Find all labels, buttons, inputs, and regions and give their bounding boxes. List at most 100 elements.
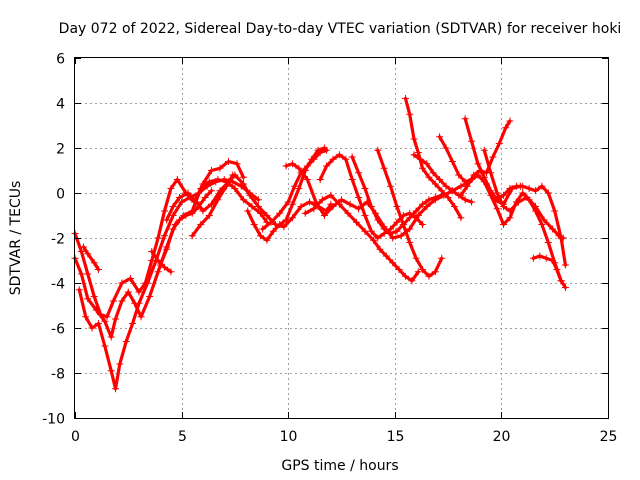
data-point: [154, 257, 162, 264]
data-point: [118, 279, 126, 287]
data-point: [376, 245, 384, 253]
data-point: [197, 221, 205, 228]
data-point: [327, 191, 335, 199]
series-trace: [303, 193, 420, 283]
data-point: [438, 187, 446, 195]
data-point: [506, 117, 514, 125]
x-tick-label: 5: [178, 429, 187, 445]
x-tick-label: 25: [600, 429, 618, 445]
data-point: [295, 185, 303, 192]
data-point: [195, 189, 203, 197]
data-point: [416, 155, 424, 163]
data-point: [519, 182, 527, 190]
data-point: [561, 284, 569, 291]
data-point: [135, 288, 143, 296]
data-point: [126, 275, 134, 282]
data-point: [438, 254, 446, 262]
data-point: [506, 185, 514, 192]
data-point: [431, 268, 439, 276]
data-point: [532, 187, 540, 195]
data-point: [169, 212, 177, 219]
data-point: [107, 333, 115, 341]
data-point: [425, 272, 433, 280]
data-point: [457, 182, 465, 190]
data-point: [122, 338, 130, 345]
data-point: [175, 216, 183, 224]
data-point: [455, 171, 463, 179]
series-arc-1: [71, 158, 247, 321]
data-point: [263, 236, 271, 244]
data-point: [75, 286, 83, 294]
data-point: [310, 155, 318, 163]
data-point: [393, 218, 401, 226]
data-point: [410, 135, 418, 143]
data-point: [256, 232, 264, 240]
data-point: [393, 227, 401, 235]
data-point: [288, 160, 296, 168]
y-tick-label: -10: [42, 412, 65, 428]
data-point: [344, 209, 352, 217]
data-point: [506, 207, 514, 215]
series-arc-22: [148, 248, 175, 276]
data-point: [361, 227, 369, 235]
data-point: [280, 223, 288, 231]
data-point: [154, 268, 162, 276]
data-point: [355, 194, 363, 201]
data-point: [306, 198, 314, 206]
series-arc-16: [436, 133, 565, 285]
data-point: [559, 234, 567, 242]
data-point: [282, 162, 290, 170]
data-point: [288, 200, 296, 208]
data-point: [329, 155, 337, 163]
data-point: [282, 216, 290, 224]
data-point: [212, 178, 220, 186]
data-point: [316, 149, 324, 156]
data-point: [431, 180, 439, 188]
data-point: [199, 207, 207, 215]
data-point: [203, 182, 211, 190]
data-point: [239, 180, 247, 188]
data-point: [468, 198, 476, 206]
data-point: [470, 171, 478, 179]
data-point: [480, 146, 488, 154]
y-tick-label: 2: [56, 142, 65, 158]
data-point: [367, 227, 375, 235]
data-point: [90, 293, 98, 300]
data-point: [493, 189, 501, 197]
data-point: [323, 162, 331, 170]
data-point: [408, 277, 416, 285]
data-point: [143, 279, 151, 287]
data-point: [94, 266, 102, 273]
data-point: [169, 203, 177, 210]
ticks: 0 5 10 15 20 25 -10 -8 -6 -4 -2 0 2 4 6: [42, 52, 617, 446]
data-point: [536, 252, 544, 260]
data-point: [468, 137, 476, 145]
data-point: [216, 164, 224, 172]
series-trace: [438, 135, 563, 283]
data-point: [523, 194, 531, 201]
data-point: [555, 232, 563, 240]
data-point: [188, 232, 196, 240]
data-point: [480, 173, 488, 181]
data-point: [116, 360, 124, 368]
y-tick-label: 0: [56, 187, 65, 203]
data-point: [367, 203, 375, 210]
data-point: [397, 232, 405, 240]
data-point: [163, 216, 171, 224]
data-point: [355, 169, 363, 177]
series-arc-19: [480, 146, 567, 242]
data-point: [195, 203, 203, 210]
data-point: [538, 221, 546, 228]
data-point: [474, 160, 482, 168]
data-point: [173, 176, 181, 183]
data-point: [549, 257, 557, 264]
plot-frame: [74, 57, 609, 419]
data-point: [169, 225, 177, 233]
data-point: [80, 243, 88, 251]
data-point: [207, 187, 215, 195]
data-point: [429, 169, 437, 177]
data-point: [239, 173, 247, 181]
data-point: [254, 203, 262, 210]
data-point: [225, 158, 233, 165]
